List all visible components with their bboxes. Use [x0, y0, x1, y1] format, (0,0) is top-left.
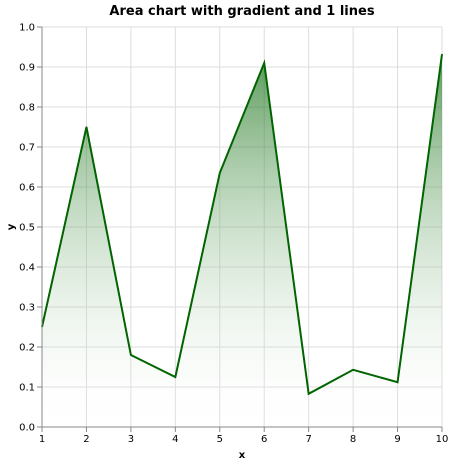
- y-tick-label: 0.8: [19, 103, 35, 114]
- data-point: [130, 354, 132, 356]
- data-point: [85, 126, 87, 128]
- x-tick-label: 5: [217, 434, 223, 445]
- series-line: [41, 54, 443, 396]
- data-point: [441, 53, 443, 55]
- data-point: [308, 393, 310, 395]
- y-tick-label: 0.1: [19, 383, 35, 394]
- y-tick-label: 0.0: [19, 423, 35, 434]
- y-tick-label: 0.5: [19, 223, 35, 234]
- x-tick-label: 10: [436, 434, 449, 445]
- y-tick-label: 1.0: [19, 23, 35, 34]
- series-area: [42, 54, 442, 427]
- data-point: [263, 62, 265, 64]
- x-axis-title: x: [239, 450, 246, 461]
- chart-title: Area chart with gradient and 1 lines: [109, 4, 374, 19]
- y-tick-label: 0.6: [19, 183, 35, 194]
- data-point: [397, 381, 399, 383]
- y-axis-title: y: [6, 223, 17, 230]
- x-tick-label: 7: [305, 434, 311, 445]
- data-point: [174, 376, 176, 378]
- tick-labels: 1 2 3 4 5 6 7 8 9 10 0.0 0.1 0.2 0.3 0.4 0.5 0.6 0.7 0.8 0.…: [19, 23, 448, 446]
- x-tick-label: 3: [128, 434, 134, 445]
- x-tick-label: 2: [83, 434, 89, 445]
- area-layer: [41, 53, 443, 427]
- y-tick-label: 0.9: [19, 63, 35, 74]
- x-tick-label: 9: [394, 434, 400, 445]
- x-tick-label: 1: [39, 434, 45, 445]
- data-point: [219, 172, 221, 174]
- x-tick-label: 8: [350, 434, 356, 445]
- y-tick-label: 0.4: [19, 263, 35, 274]
- x-tick-label: 4: [172, 434, 178, 445]
- y-tick-label: 0.3: [19, 303, 35, 314]
- axes: [37, 26, 443, 432]
- x-tick-label: 6: [261, 434, 267, 445]
- y-tick-label: 0.2: [19, 343, 35, 354]
- y-tick-label: 0.7: [19, 143, 35, 154]
- data-point: [352, 369, 354, 371]
